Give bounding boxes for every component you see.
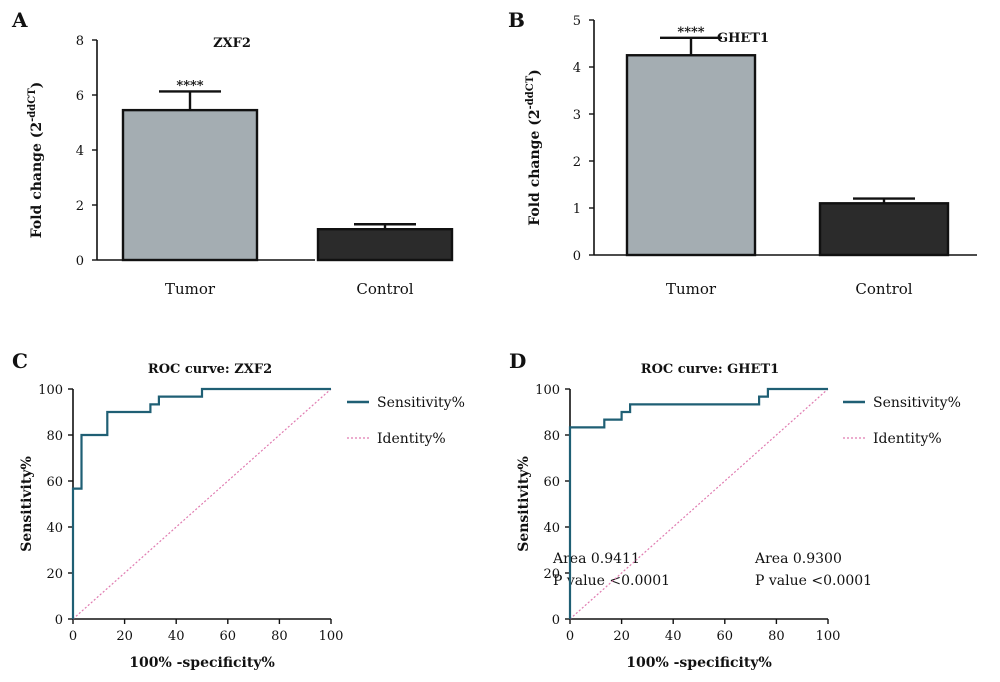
y-tick-label: 0 — [552, 613, 560, 628]
roc-curve — [568, 387, 828, 619]
y-axis-label-main: Fold change (2 — [527, 109, 543, 225]
x-tick-label: 0 — [566, 629, 574, 644]
y-tick-label: 2 — [76, 199, 84, 214]
category-label: Control — [855, 280, 912, 298]
x-tick-label: 20 — [613, 629, 630, 644]
roc-curve — [71, 387, 331, 619]
y-tick-label: 1 — [573, 202, 581, 217]
x-tick-label: 40 — [168, 629, 185, 644]
y-tick-label: 40 — [543, 521, 560, 536]
x-tick-label: 100 — [816, 629, 841, 644]
x-tick-label: 60 — [717, 629, 734, 644]
bar-control — [316, 227, 454, 262]
y-tick-label: 80 — [46, 429, 63, 444]
y-tick-label: 2 — [573, 155, 581, 170]
y-tick-label: 60 — [46, 475, 63, 490]
bar-tumor — [121, 108, 259, 262]
x-axis-label: 100% -specificity% — [626, 655, 772, 671]
identity-line — [569, 388, 829, 620]
legend-label: Sensitivity% — [377, 395, 465, 411]
y-axis-label-superscript: -ddCT — [27, 88, 38, 122]
y-axis-label-close: ) — [29, 82, 45, 89]
y-tick-label: 80 — [543, 429, 560, 444]
y-axis-label: Fold change (2-ddCT) — [525, 69, 543, 226]
y-axis-label: Sensitivity% — [19, 456, 35, 552]
y-tick-label: 4 — [76, 144, 84, 159]
y-tick-label: 3 — [573, 108, 581, 123]
x-tick-label: 80 — [271, 629, 288, 644]
legend-label: Identity% — [377, 431, 446, 447]
y-axis-label-superscript: -ddCT — [525, 75, 536, 109]
legend-label: Identity% — [873, 431, 942, 447]
chart-title: GHET1 — [717, 31, 769, 46]
y-axis-label: Fold change (2-ddCT) — [27, 82, 45, 239]
roc-chart-d: D ROC curve: GHET1 0 20 40 60 80 100 0 20 40 60 80 10… — [509, 349, 961, 671]
x-tick-label: 40 — [665, 629, 682, 644]
category-label: Tumor — [666, 280, 717, 298]
bar-control — [818, 202, 950, 257]
category-label: Tumor — [165, 280, 216, 298]
x-tick-label: 0 — [69, 629, 77, 644]
y-tick-label: 100 — [535, 383, 560, 398]
bar-tumor — [625, 54, 757, 257]
y-tick-label: 40 — [46, 521, 63, 536]
chart-title: ZXF2 — [213, 36, 251, 51]
y-tick-label: 100 — [38, 383, 63, 398]
panel-letter: B — [508, 8, 525, 32]
chart-title: ROC curve: GHET1 — [641, 362, 779, 377]
chart-title: ROC curve: ZXF2 — [148, 362, 272, 377]
y-tick-label: 6 — [76, 89, 84, 104]
y-tick-label: 20 — [543, 567, 560, 582]
y-axis-label: Sensitivity% — [516, 456, 532, 552]
panel-letter: D — [509, 349, 526, 373]
y-tick-label: 0 — [55, 613, 63, 628]
significance-marker: **** — [176, 78, 203, 93]
y-tick-label: 20 — [46, 567, 63, 582]
roc-chart-c: C ROC curve: ZXF2 0 20 40 60 80 100 0 20 40 60 80 100… — [12, 349, 670, 671]
bar-chart-b: B GHET1 0 1 2 3 4 5 Fold change (2-ddCT) Tumor ***… — [508, 8, 977, 298]
panel-letter: C — [12, 349, 28, 373]
y-tick-label: 4 — [573, 61, 581, 76]
y-axis-label-close: ) — [527, 69, 543, 76]
x-tick-label: 80 — [768, 629, 785, 644]
x-tick-label: 20 — [116, 629, 133, 644]
x-tick-label: 100 — [319, 629, 344, 644]
p-value-annotation: P value <0.0001 — [553, 573, 670, 589]
area-annotation: Area 0.9411 — [552, 551, 640, 567]
y-tick-label: 0 — [573, 249, 581, 264]
p-value-annotation: P value <0.0001 — [755, 573, 872, 589]
area-annotation: Area 0.9300 — [754, 551, 842, 567]
y-tick-label: 0 — [76, 254, 84, 269]
legend-label: Sensitivity% — [873, 395, 961, 411]
y-axis-label-main: Fold change (2 — [29, 122, 45, 238]
panel-letter: A — [11, 8, 28, 32]
x-axis-label: 100% -specificity% — [129, 655, 275, 671]
y-tick-label: 8 — [76, 34, 84, 49]
significance-marker: **** — [677, 25, 704, 40]
y-tick-label: 5 — [573, 14, 581, 29]
category-label: Control — [356, 280, 413, 298]
bar-chart-a: A ZXF2 0 2 4 6 8 Fold change (2-ddCT) Tumor **** C… — [11, 8, 454, 298]
y-tick-label: 60 — [543, 475, 560, 490]
x-tick-label: 60 — [220, 629, 237, 644]
identity-line — [72, 388, 332, 620]
